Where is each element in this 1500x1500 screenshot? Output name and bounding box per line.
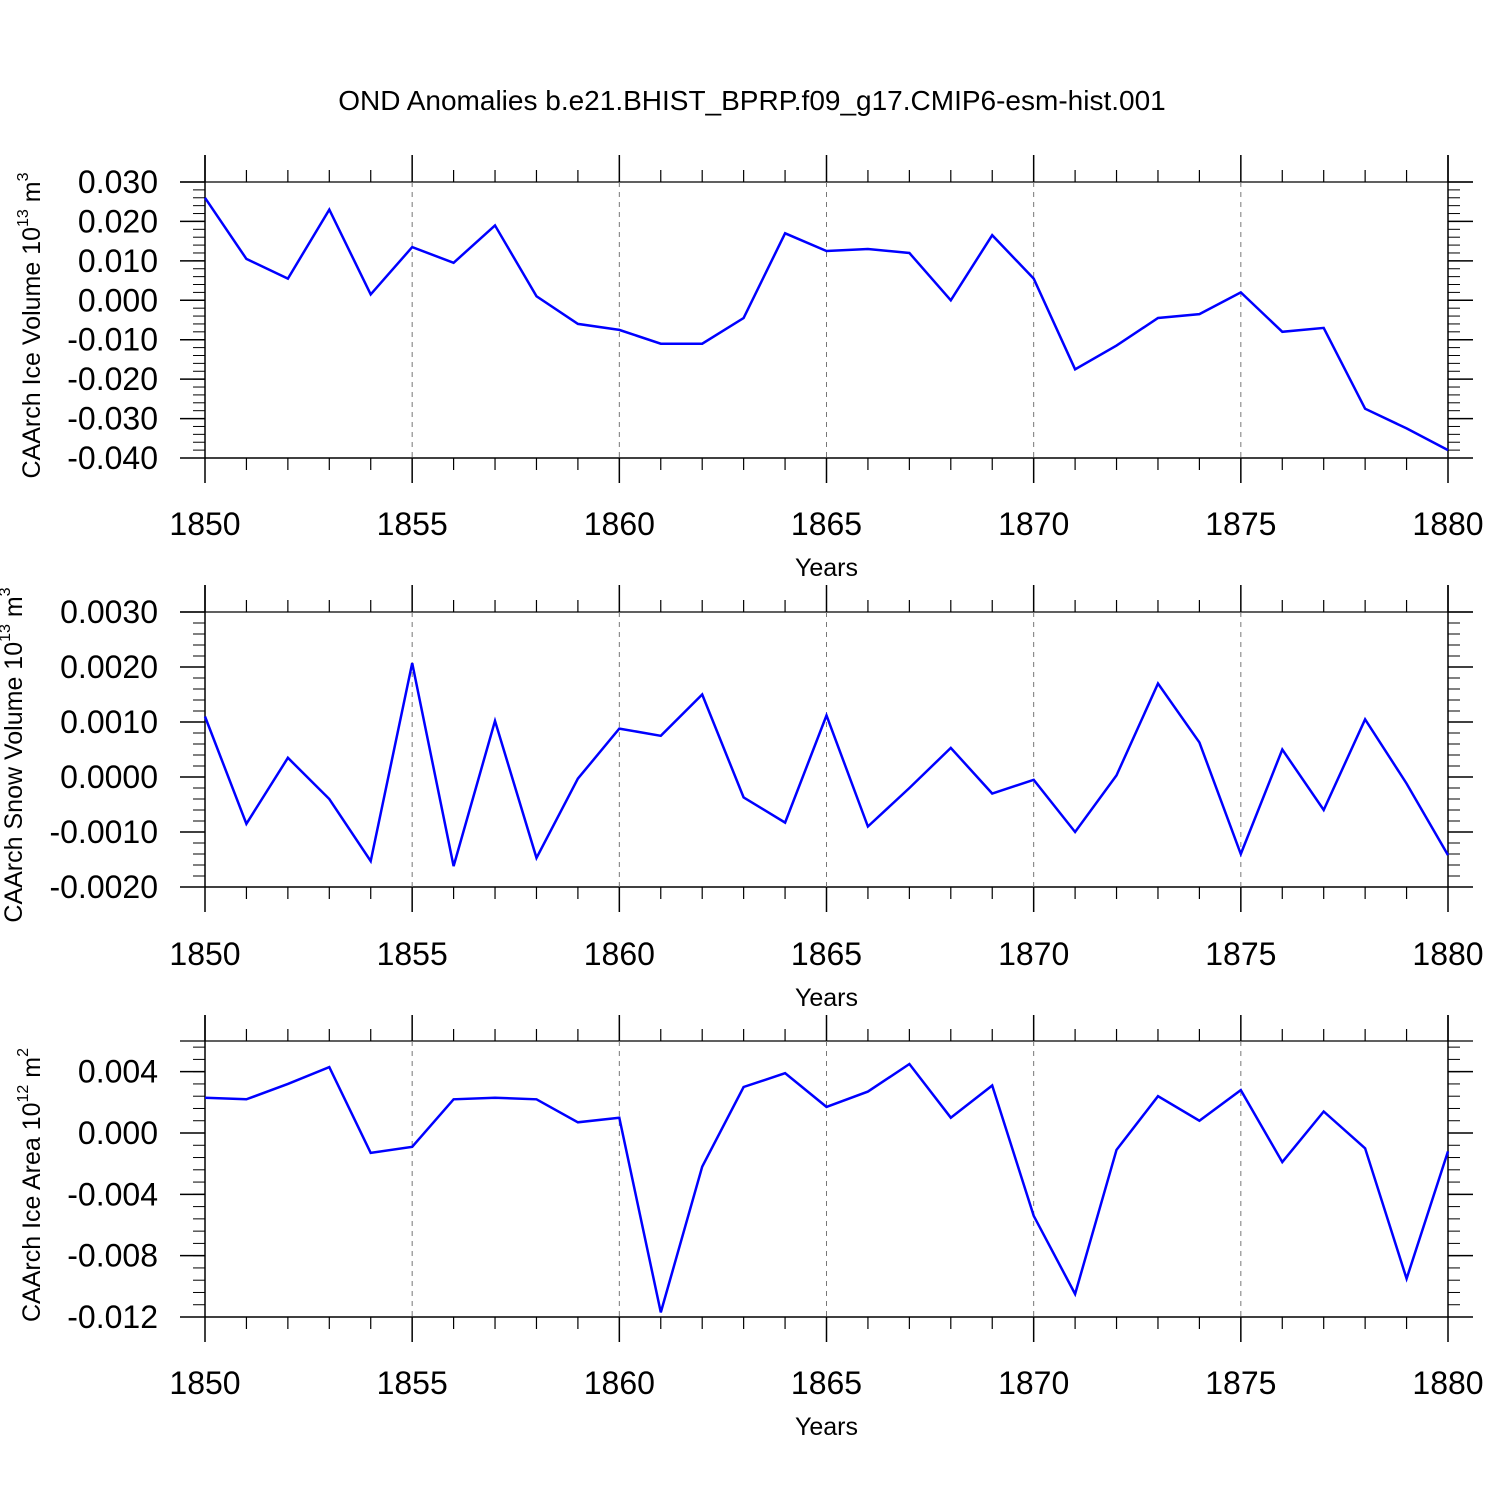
- series-line: [204, 1062, 1450, 1313]
- y-tick-label: 0.0000: [60, 759, 158, 795]
- y-tick-label: 0.030: [78, 164, 158, 200]
- y-tick-label: -0.008: [67, 1238, 158, 1274]
- y-axis-label: CAArch Ice Volume 1013 m3: [15, 172, 46, 478]
- y-tick-label: -0.040: [67, 440, 158, 476]
- x-tick-label: 1850: [169, 936, 240, 972]
- y-tick-label: 0.000: [78, 1115, 158, 1151]
- y-axis-label: CAArch Snow Volume 1013 m3: [0, 587, 28, 922]
- x-tick-label: 1850: [169, 1365, 240, 1401]
- y-tick-label: 0.0010: [60, 704, 158, 740]
- figure-title: OND Anomalies b.e21.BHIST_BPRP.f09_g17.C…: [338, 85, 1165, 116]
- y-tick-label: 0.010: [78, 243, 158, 279]
- y-tick-label: -0.0020: [49, 869, 158, 905]
- y-tick-label: -0.012: [67, 1299, 158, 1335]
- x-tick-label: 1850: [169, 506, 240, 542]
- x-axis-label: Years: [795, 1413, 858, 1441]
- x-tick-label: 1870: [998, 506, 1069, 542]
- y-tick-label: -0.004: [67, 1176, 158, 1212]
- y-axis-label: CAArch Ice Area 1012 m2: [15, 1048, 46, 1322]
- x-tick-label: 1870: [998, 936, 1069, 972]
- y-tick-label: -0.0010: [49, 814, 158, 850]
- x-tick-label: 1875: [1205, 936, 1276, 972]
- y-tick-label: -0.020: [67, 361, 158, 397]
- series-line: [203, 197, 1449, 452]
- x-tick-label: 1860: [584, 936, 655, 972]
- x-tick-label: 1855: [377, 1365, 448, 1401]
- x-tick-label: 1865: [791, 1365, 862, 1401]
- y-tick-label: 0.004: [78, 1054, 158, 1090]
- x-tick-label: 1870: [998, 1365, 1069, 1401]
- x-axis-label: Years: [795, 984, 858, 1012]
- x-tick-label: 1865: [791, 936, 862, 972]
- x-tick-label: 1875: [1205, 1365, 1276, 1401]
- x-axis-label: Years: [795, 554, 858, 582]
- x-tick-label: 1875: [1205, 506, 1276, 542]
- x-tick-label: 1860: [584, 1365, 655, 1401]
- x-tick-label: 1855: [377, 506, 448, 542]
- y-tick-label: 0.020: [78, 203, 158, 239]
- y-tick-label: 0.000: [78, 282, 158, 318]
- series-line: [203, 662, 1450, 867]
- x-tick-label: 1880: [1412, 506, 1483, 542]
- x-tick-label: 1880: [1412, 936, 1483, 972]
- chart-panel-2: 1850 1855 1860 1865 1870 1875 1880 0.0030 0.0020…: [0, 585, 1484, 1012]
- x-tick-label: 1880: [1412, 1365, 1483, 1401]
- x-tick-label: 1860: [584, 506, 655, 542]
- y-tick-label: 0.0020: [60, 649, 158, 685]
- x-tick-label: 1865: [791, 506, 862, 542]
- chart-panel-3: 1850 1855 1860 1865 1870 1875 1880 0.004 0.000 -0…: [15, 1015, 1484, 1441]
- y-tick-label: 0.0030: [60, 594, 158, 630]
- x-tick-label: 1855: [377, 936, 448, 972]
- y-tick-label: -0.030: [67, 401, 158, 437]
- y-tick-label: -0.010: [67, 322, 158, 358]
